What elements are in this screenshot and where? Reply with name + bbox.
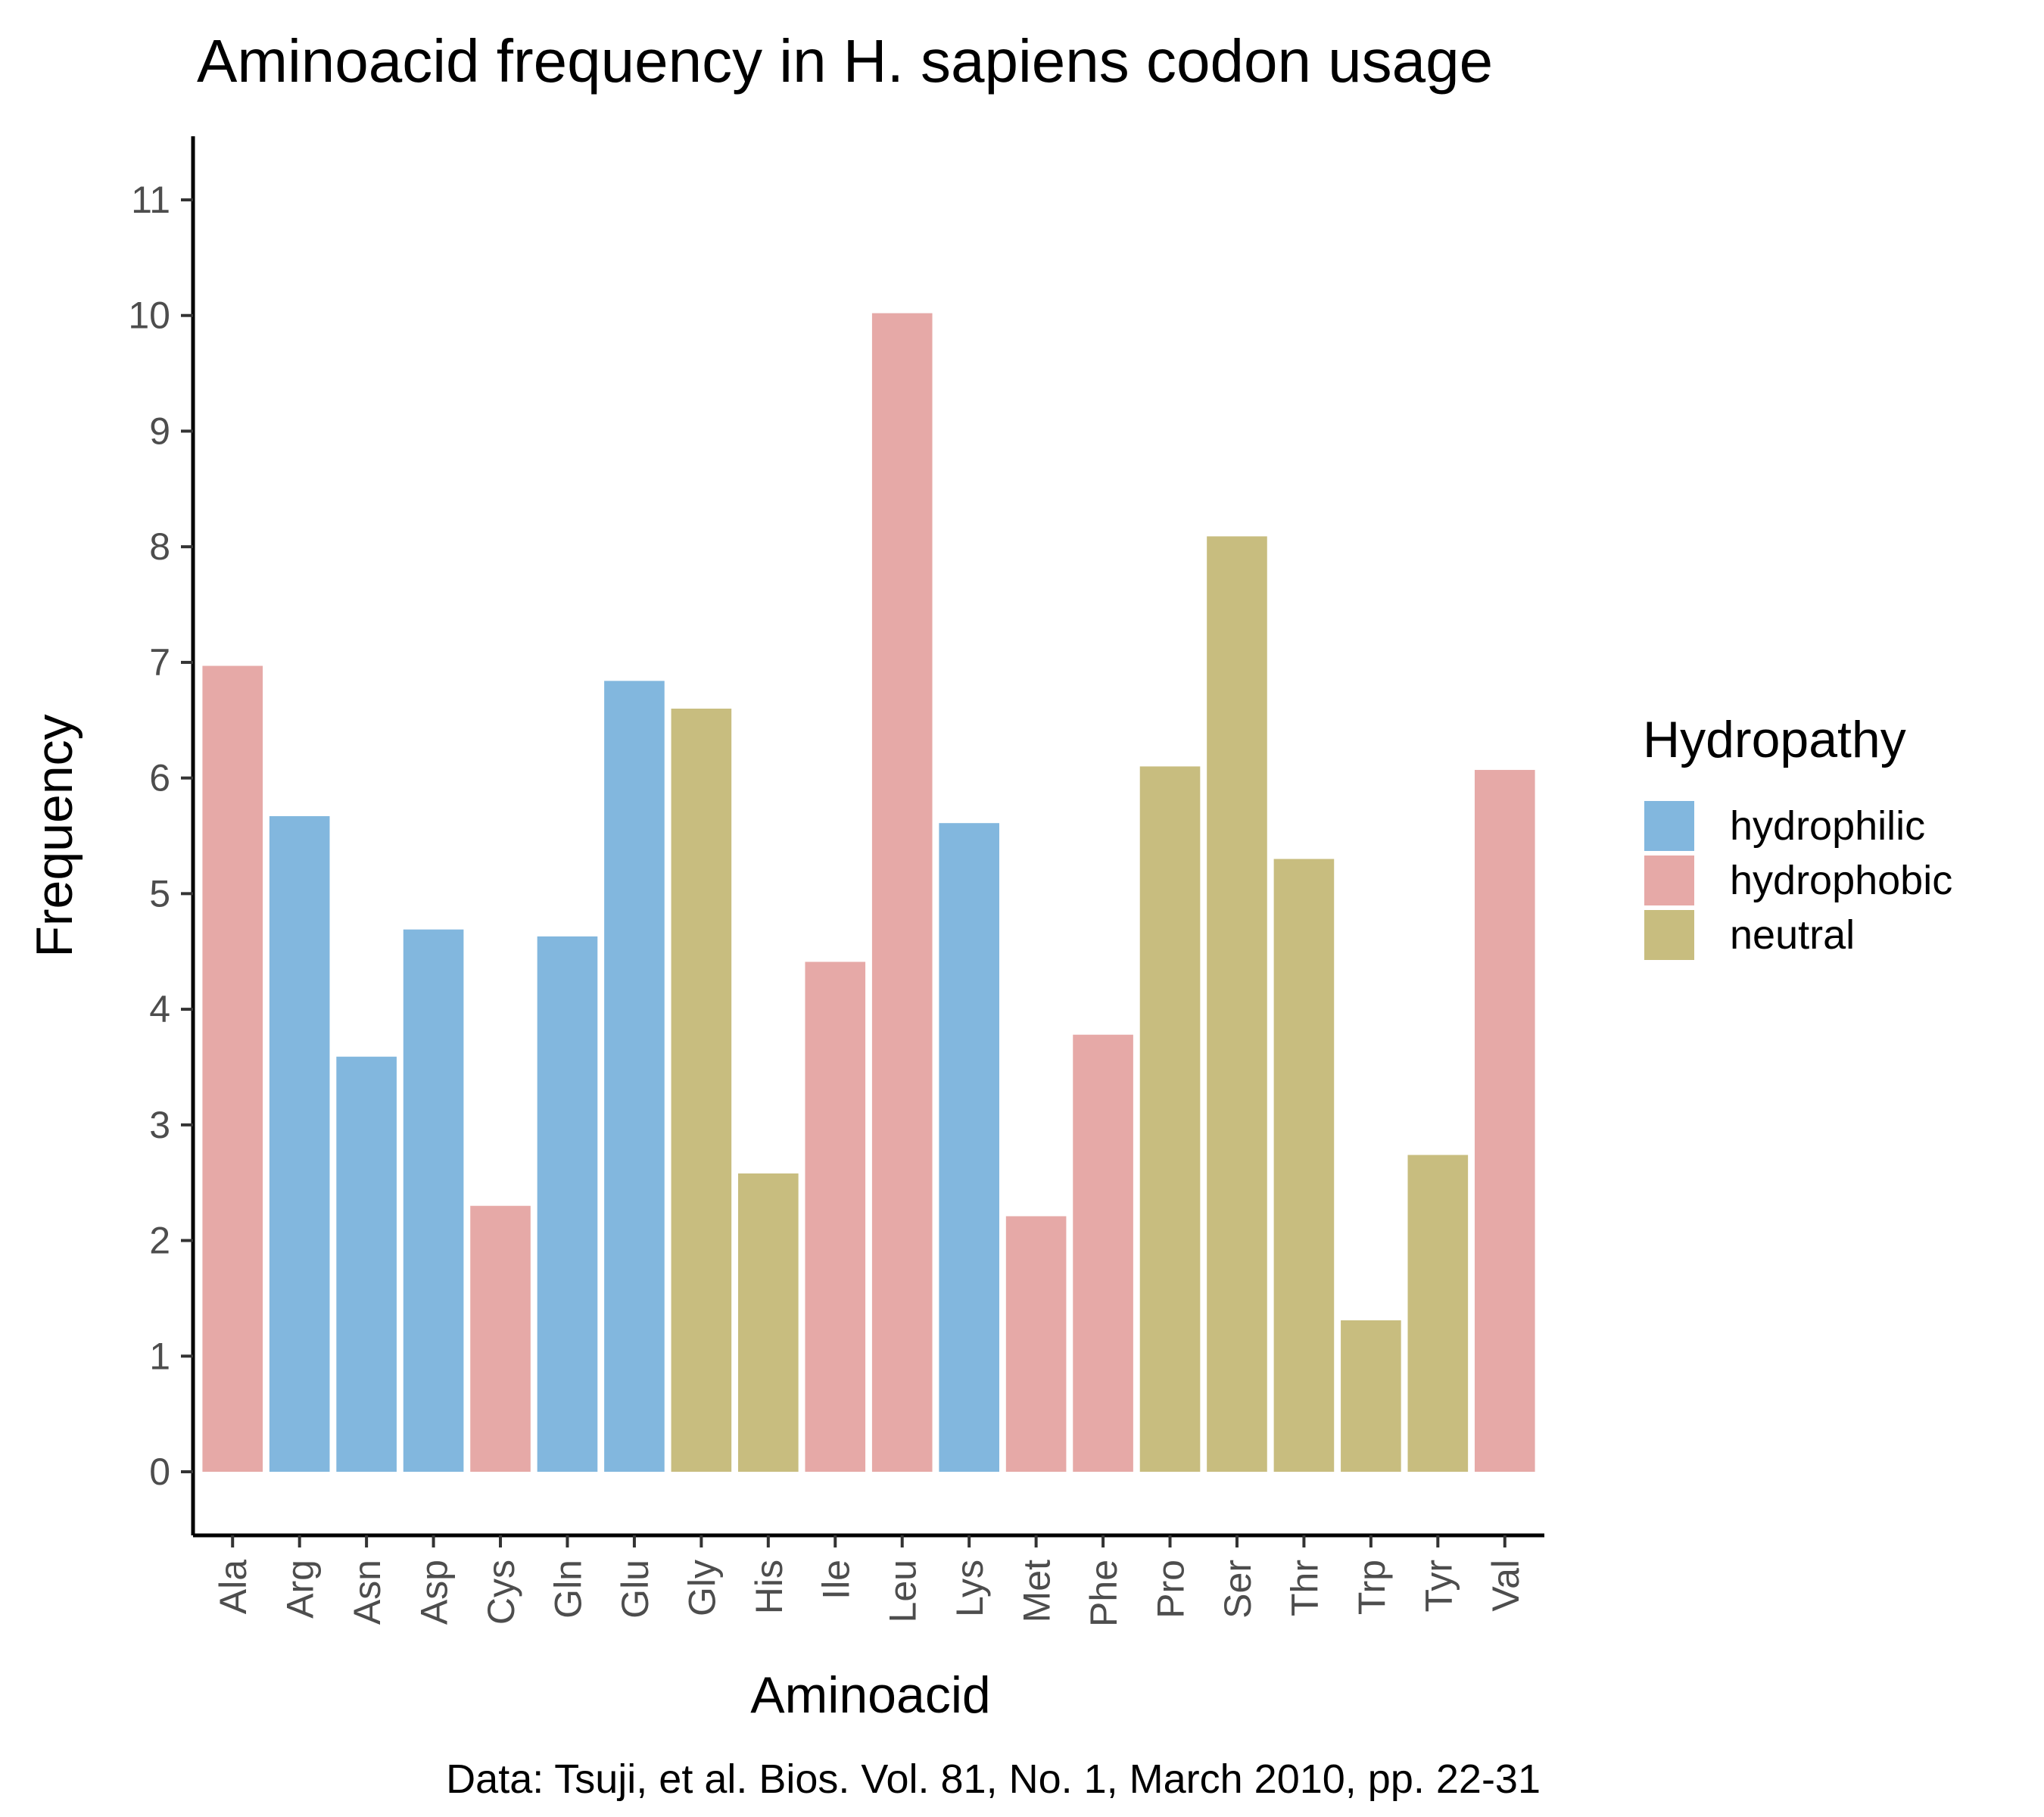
bar-thr [1273, 859, 1335, 1472]
bar-pro [1139, 766, 1201, 1472]
x-tick-label: Met [1016, 1560, 1058, 1622]
legend-key-neutral [1644, 910, 1694, 960]
bar-asn [336, 1056, 397, 1472]
x-tick-label: Ile [815, 1560, 857, 1600]
y-ticks: 0 1 2 3 4 5 6 7 8 9 10 11 [128, 179, 193, 1493]
y-tick-label: 0 [149, 1451, 170, 1493]
y-axis-title: Frequency [26, 714, 83, 957]
y-tick-label: 7 [149, 641, 170, 684]
data-source-caption: Data: Tsuji, et al. Bios. Vol. 81, No. 1… [446, 1756, 1541, 1802]
x-ticks: Ala Arg Asn Asp Cys Gln Glu Gly His Ile Leu Lys Met P… [212, 1535, 1527, 1627]
x-tick-label: Lys [949, 1560, 991, 1617]
bars [202, 313, 1535, 1473]
x-tick-label: Pro [1150, 1560, 1192, 1619]
x-tick-label: Arg [279, 1560, 322, 1619]
legend: Hydropathy hydrophilic hydrophobic neutral [1643, 711, 1952, 960]
bar-ser [1207, 536, 1267, 1473]
legend-title: Hydropathy [1643, 711, 1906, 768]
x-tick-label: Tyr [1417, 1560, 1460, 1612]
x-tick-label: Ala [212, 1560, 254, 1614]
legend-label-neutral: neutral [1730, 912, 1855, 958]
y-tick-label: 10 [128, 295, 170, 337]
bar-gly [671, 709, 732, 1472]
x-tick-label: Ser [1217, 1560, 1259, 1619]
x-tick-label: Gly [681, 1560, 723, 1616]
x-tick-label: Gln [547, 1560, 589, 1619]
x-tick-label: Cys [480, 1560, 522, 1625]
y-tick-label: 9 [149, 410, 170, 452]
x-tick-label: Glu [614, 1560, 656, 1619]
x-tick-label: Leu [882, 1560, 924, 1622]
bar-phe [1073, 1034, 1133, 1472]
bar-gln [537, 936, 598, 1472]
y-tick-label: 1 [149, 1335, 170, 1377]
x-tick-label: His [748, 1560, 790, 1614]
y-tick-label: 5 [149, 872, 170, 915]
x-tick-label: Asn [346, 1560, 388, 1625]
bar-trp [1341, 1320, 1401, 1472]
legend-label-hydrophobic: hydrophobic [1730, 858, 1952, 903]
y-tick-label: 4 [149, 988, 170, 1030]
x-axis-title: Aminoacid [750, 1666, 991, 1724]
chart-title: Aminoacid frequency in H. sapiens codon … [197, 27, 1493, 95]
x-tick-label: Val [1485, 1560, 1527, 1612]
y-tick-label: 11 [131, 179, 170, 221]
axes [191, 136, 1544, 1538]
bar-ala [202, 665, 263, 1472]
x-tick-label: Thr [1283, 1560, 1326, 1616]
y-tick-label: 2 [149, 1220, 170, 1262]
x-tick-label: Asp [413, 1560, 456, 1625]
legend-key-hydrophilic [1644, 801, 1694, 851]
bar-cys [470, 1205, 531, 1472]
bar-his [738, 1173, 799, 1472]
bar-glu [604, 681, 665, 1472]
legend-label-hydrophilic: hydrophilic [1730, 803, 1925, 849]
bar-tyr [1407, 1155, 1469, 1472]
bar-arg [269, 816, 330, 1472]
x-tick-label: Trp [1351, 1560, 1393, 1615]
legend-key-hydrophobic [1644, 856, 1694, 905]
y-tick-label: 6 [149, 757, 170, 799]
bar-met [1005, 1216, 1067, 1472]
bar-ile [805, 961, 866, 1472]
bar-asp [403, 929, 464, 1472]
bar-lys [939, 823, 999, 1472]
x-tick-label: Phe [1083, 1560, 1125, 1627]
bar-leu [871, 313, 933, 1472]
y-tick-label: 8 [149, 525, 170, 568]
y-tick-label: 3 [149, 1104, 170, 1146]
bar-val [1474, 769, 1535, 1472]
